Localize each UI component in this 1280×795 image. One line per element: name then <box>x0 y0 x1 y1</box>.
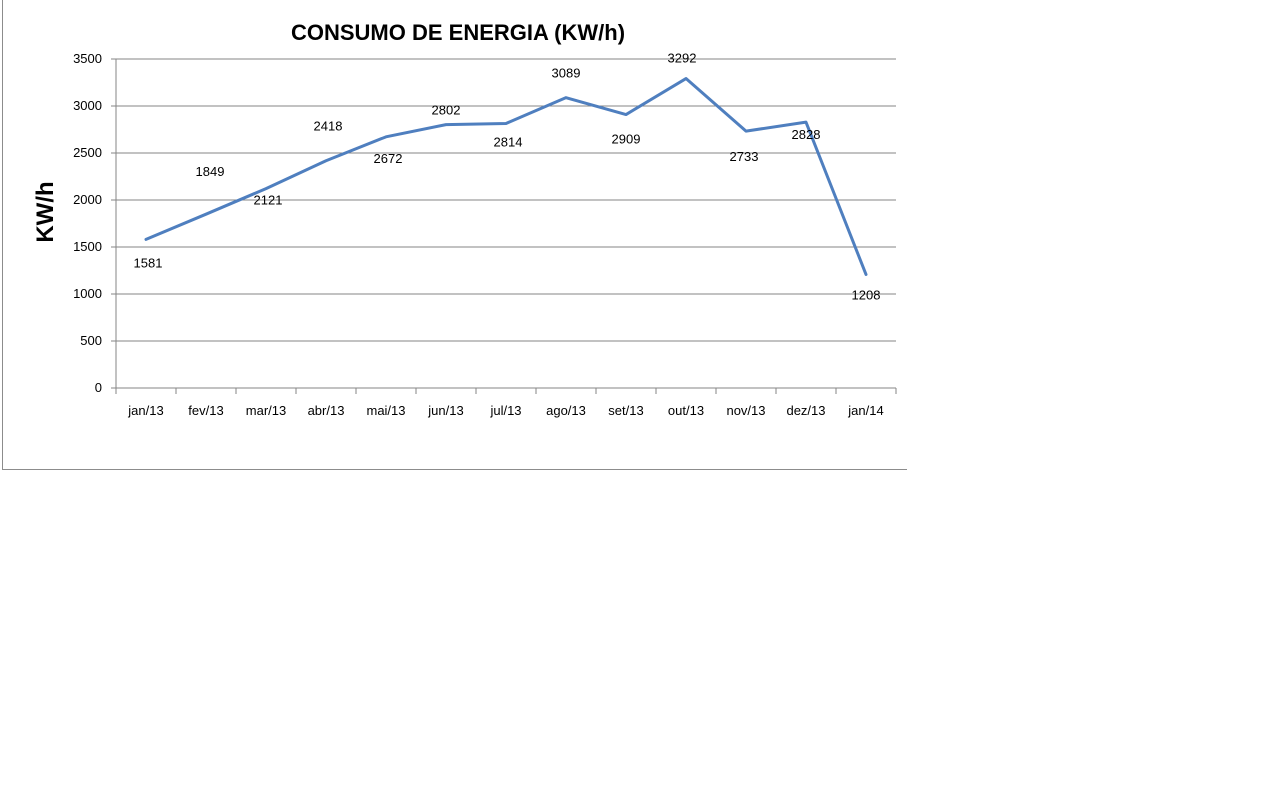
gridlines <box>116 58 896 342</box>
chart-title: CONSUMO DE ENERGIA (KW/h) <box>291 20 625 45</box>
data-label: 2802 <box>432 103 461 118</box>
data-label: 2733 <box>730 149 759 164</box>
x-tick-label: abr/13 <box>308 403 345 418</box>
data-label: 2121 <box>254 193 283 208</box>
line-chart: CONSUMO DE ENERGIA (KW/h) KW/h 0 500 1000 1… <box>32 20 897 418</box>
data-label: 3292 <box>668 51 697 66</box>
data-label: 2828 <box>792 127 821 142</box>
data-labels: 1581 1849 2121 2418 2672 2802 2814 3089 2909 3292… <box>134 51 881 303</box>
x-tick-label: mar/13 <box>246 403 286 418</box>
x-tick-label: mai/13 <box>366 403 405 418</box>
x-tick-label: jan/14 <box>847 403 883 418</box>
y-tick-label: 1000 <box>73 286 102 301</box>
data-label: 2909 <box>612 132 641 147</box>
x-tick-label: ago/13 <box>546 403 586 418</box>
y-tick-label: 2500 <box>73 145 102 160</box>
data-label: 1208 <box>852 287 881 302</box>
x-tick-label: fev/13 <box>188 403 223 418</box>
x-tick-label: nov/13 <box>726 403 765 418</box>
y-tick-label: 3500 <box>73 51 102 66</box>
chart-frame: CONSUMO DE ENERGIA (KW/h) KW/h 0 500 1000 1… <box>2 0 907 470</box>
y-tick-label: 3000 <box>73 98 102 113</box>
y-axis-label: KW/h <box>32 181 59 242</box>
y-tick-label: 500 <box>80 333 102 348</box>
x-tick-label: jul/13 <box>489 403 521 418</box>
x-tick-label: jan/13 <box>127 403 163 418</box>
data-label: 2672 <box>374 151 403 166</box>
data-label: 2418 <box>314 119 343 134</box>
data-label: 1581 <box>134 255 163 270</box>
y-tick-label: 2000 <box>73 192 102 207</box>
series-line <box>144 77 868 276</box>
y-tick-labels: 0 500 1000 1500 2000 2500 3000 3500 <box>73 51 102 395</box>
data-label: 2814 <box>494 134 523 149</box>
x-tick-label: out/13 <box>668 403 704 418</box>
data-label: 1849 <box>196 164 225 179</box>
y-tick-label: 0 <box>95 380 102 395</box>
x-tick-label: dez/13 <box>786 403 825 418</box>
axes <box>111 58 897 394</box>
data-label: 3089 <box>552 66 581 81</box>
x-tick-label: jun/13 <box>427 403 463 418</box>
x-tick-label: set/13 <box>608 403 643 418</box>
series <box>144 77 868 276</box>
y-tick-label: 1500 <box>73 239 102 254</box>
x-tick-labels: jan/13 fev/13 mar/13 abr/13 mai/13 jun/13 jul/… <box>127 403 883 418</box>
